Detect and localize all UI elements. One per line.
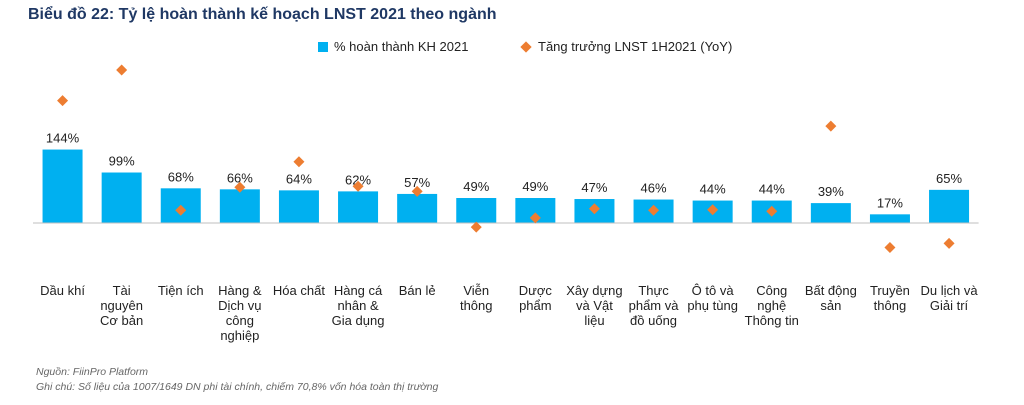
legend-item-bar: % hoàn thành KH 2021 <box>318 39 468 54</box>
category-label-3: Hàng & Dịch vụ công nghiệp <box>218 283 262 343</box>
bar-7 <box>456 198 497 223</box>
legend: % hoàn thành KH 2021 Tăng trưởng LNST 1H… <box>0 39 1024 57</box>
category-label-9: Xây dựng và Vật liệu <box>566 283 623 328</box>
bar-6 <box>397 193 438 223</box>
growth-marker-10 <box>648 204 660 216</box>
growth-marker-0 <box>57 95 69 107</box>
bar-value-label-15: 65% <box>936 171 962 186</box>
bar-13 <box>810 203 851 223</box>
bar-value-label-11: 44% <box>700 182 726 197</box>
bar-value-label-7: 49% <box>463 179 489 194</box>
category-label-11: Ô tô và phụ tùng <box>687 283 738 313</box>
category-label-13: Bất động sản <box>804 283 857 313</box>
growth-marker-12 <box>766 205 778 217</box>
bar-15 <box>929 189 970 223</box>
category-label-12: Công nghệ Thông tin <box>744 283 799 328</box>
growth-marker-15 <box>943 237 955 249</box>
bar-value-label-13: 39% <box>818 184 844 199</box>
category-label-0: Dầu khí <box>40 283 85 298</box>
bar-value-label-10: 46% <box>641 181 667 196</box>
category-label-5: Hàng cá nhân & Gia dụng <box>331 283 385 328</box>
growth-marker-7 <box>470 221 482 233</box>
bar-value-label-1: 99% <box>109 154 135 169</box>
growth-marker-5 <box>352 180 364 192</box>
legend-diamond-label: Tăng trưởng LNST 1H2021 (YoY) <box>538 39 733 54</box>
bar-14 <box>869 214 910 223</box>
growth-marker-11 <box>707 204 719 216</box>
legend-bar-swatch <box>318 41 328 52</box>
bar-value-label-12: 44% <box>759 182 785 197</box>
bar-value-label-6: 57% <box>404 175 430 190</box>
category-label-2: Tiện ích <box>157 283 204 298</box>
category-label-8: Dược phẩm <box>518 283 552 313</box>
category-label-10: Thực phẩm và đồ uống <box>628 283 679 328</box>
bar-1 <box>101 172 142 223</box>
growth-marker-14 <box>884 241 896 253</box>
legend-item-diamond: Tăng trưởng LNST 1H2021 (YoY) <box>520 39 732 54</box>
source-note: Nguồn: FiinPro Platform <box>36 366 149 378</box>
bar-0 <box>42 149 83 223</box>
growth-marker-13 <box>825 120 837 132</box>
category-label-6: Bán lẻ <box>398 283 436 298</box>
growth-marker-2 <box>175 204 187 216</box>
category-label-7: Viễn thông <box>459 283 493 313</box>
bar-4 <box>278 190 319 223</box>
bar-value-label-14: 17% <box>877 195 903 210</box>
growth-marker-4 <box>293 156 305 168</box>
bar-value-label-3: 66% <box>227 170 253 185</box>
growth-marker-6 <box>411 185 423 197</box>
bar-value-label-9: 47% <box>581 180 607 195</box>
legend-bar-label: % hoàn thành KH 2021 <box>334 39 469 54</box>
category-label-15: Du lịch và Giải trí <box>920 283 978 313</box>
category-label-1: Tài nguyên Cơ bản <box>100 283 144 328</box>
growth-marker-3 <box>234 181 246 193</box>
growth-marker-1 <box>116 64 128 76</box>
bar-5 <box>338 191 379 223</box>
bar-value-label-4: 64% <box>286 171 312 186</box>
bar-value-label-8: 49% <box>522 179 548 194</box>
bar-value-label-0: 144% <box>46 131 80 146</box>
category-label-4: Hóa chất <box>272 283 325 298</box>
footnote: Ghi chú: Số liệu của 1007/1649 DN phi tà… <box>36 381 439 393</box>
growth-marker-9 <box>588 203 600 215</box>
growth-marker-8 <box>529 212 541 224</box>
bar-value-label-5: 62% <box>345 172 371 187</box>
category-label-14: Truyền thông <box>869 283 910 313</box>
bar-value-label-2: 68% <box>168 169 194 184</box>
bar-3 <box>219 189 260 223</box>
chart-title: Biểu đồ 22: Tỷ lệ hoàn thành kế hoạch LN… <box>28 6 497 23</box>
